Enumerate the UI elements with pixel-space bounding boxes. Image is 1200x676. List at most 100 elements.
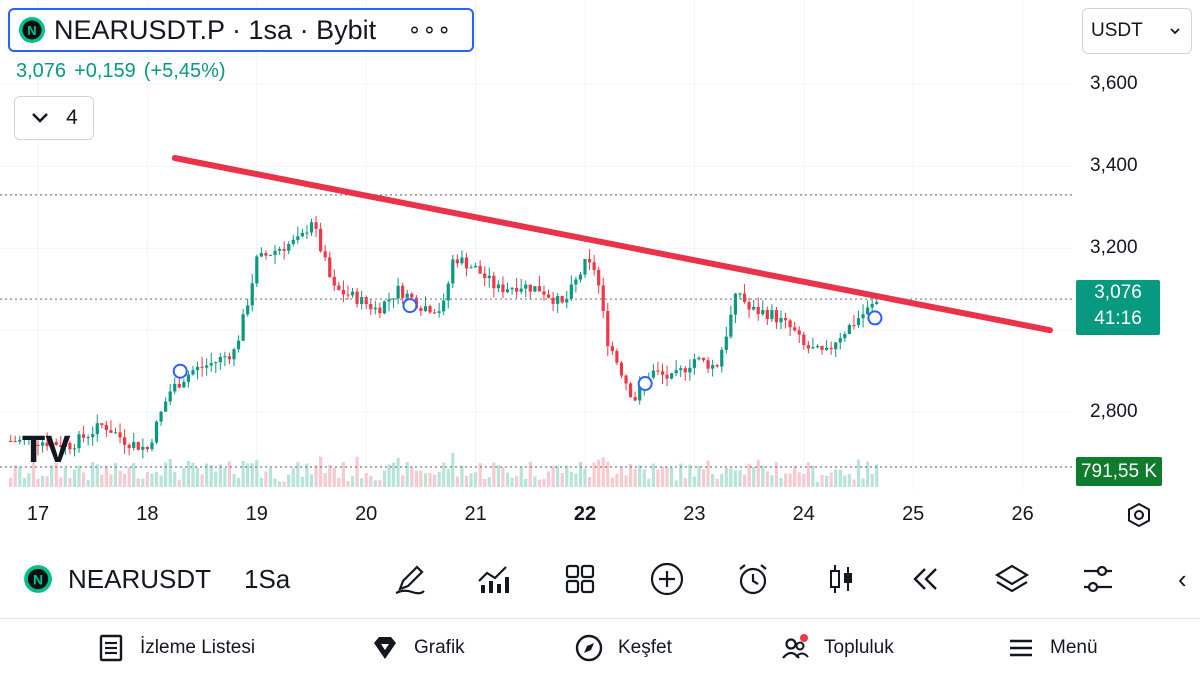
candle-body	[109, 430, 113, 433]
symbol-header[interactable]: N NEARUSDT.P · 1sa · Bybit ∘∘∘	[8, 8, 474, 52]
candle-body	[437, 311, 441, 313]
price-change: 3,076 +0,159 (+5,45%)	[16, 60, 226, 83]
nav-chart[interactable]: Grafik	[370, 619, 465, 676]
toolbar-symbol-logo[interactable]: N	[18, 552, 58, 606]
candle-body	[36, 444, 40, 446]
volume-bar	[656, 469, 660, 487]
event-marker[interactable]	[637, 376, 653, 391]
volume-bar	[866, 461, 870, 487]
candle-body	[50, 442, 54, 447]
chart-settings-button[interactable]	[1124, 500, 1154, 530]
candle-body	[141, 446, 145, 450]
toolbar-symbol-button[interactable]: NEARUSDT	[68, 563, 212, 594]
volume-bar	[36, 478, 40, 487]
event-marker[interactable]	[867, 310, 883, 326]
candle-body	[296, 236, 300, 240]
volume-bar	[802, 473, 806, 487]
indicators-collapse-button[interactable]: 4	[14, 96, 94, 140]
candle-body	[533, 286, 537, 292]
volume-bar	[200, 474, 204, 487]
volume-bar	[724, 467, 728, 487]
trend-line[interactable]	[171, 155, 1053, 334]
volume-bar	[300, 476, 304, 487]
date-tick: 25	[902, 503, 925, 525]
candle-body	[802, 334, 806, 346]
toolbar-back-button[interactable]: ‹	[1178, 563, 1187, 594]
candle-body	[95, 423, 99, 435]
candle-body	[419, 308, 423, 312]
indicators-button[interactable]	[468, 552, 518, 606]
candle-body	[519, 288, 523, 292]
volume-bar	[697, 465, 701, 487]
price-chart[interactable]: TV	[0, 0, 1200, 490]
volume-bar	[861, 478, 865, 487]
volume-bar	[63, 467, 67, 487]
candle-body	[104, 424, 108, 431]
toolbar-interval-button[interactable]: 1Sa	[244, 563, 291, 594]
volume-bar	[154, 471, 159, 487]
candle-body	[246, 305, 250, 315]
layouts-button[interactable]	[555, 552, 605, 606]
candle-body	[847, 324, 851, 334]
candle-body	[382, 301, 387, 314]
currency-select[interactable]: USDT	[1082, 8, 1192, 54]
event-marker[interactable]	[402, 298, 418, 314]
volume-bar	[45, 476, 49, 487]
volume-bar	[633, 469, 637, 487]
event-marker[interactable]	[172, 363, 188, 379]
candle-body	[410, 293, 414, 298]
candle-body	[783, 317, 788, 321]
change-value: +0,159	[74, 60, 136, 82]
layers-button[interactable]	[987, 552, 1037, 606]
volume-bar	[501, 467, 505, 487]
reference-lines	[0, 194, 1072, 468]
candle-body	[578, 274, 583, 280]
nav-explore[interactable]: Keşfet	[574, 619, 672, 676]
replay-button[interactable]	[900, 552, 950, 606]
nav-community-label: Topluluk	[824, 636, 894, 658]
volume-bar	[364, 473, 368, 487]
candle-body	[528, 284, 532, 292]
date-tick: 18	[136, 503, 159, 525]
drawing-tools-button[interactable]	[385, 552, 435, 606]
nav-community[interactable]: Topluluk	[780, 619, 894, 676]
volume-bar	[670, 467, 674, 487]
volume-bar	[478, 463, 482, 487]
volume-bar	[227, 461, 232, 487]
volume-bar	[505, 472, 510, 487]
candle-body	[811, 347, 815, 349]
candle-body	[314, 222, 318, 229]
chart-type-button[interactable]	[816, 552, 866, 606]
candle-body	[145, 446, 149, 450]
candle-body	[770, 310, 774, 319]
candle-body	[483, 273, 487, 279]
alerts-button[interactable]	[728, 552, 778, 606]
volume-bar	[779, 477, 783, 487]
volume-bar	[273, 478, 277, 487]
volume-bar	[742, 474, 747, 487]
volume-bar	[788, 473, 792, 487]
more-options-button[interactable]: ∘∘∘	[407, 17, 452, 42]
volume-bar	[419, 470, 423, 487]
candle-body	[870, 303, 874, 308]
price-tick: 3,600	[1090, 73, 1138, 95]
candle-body	[478, 265, 482, 274]
candle-body	[815, 345, 820, 348]
candlesticks	[9, 215, 879, 459]
candle-body	[856, 318, 861, 325]
candle-body	[551, 297, 555, 304]
candle-body	[205, 365, 209, 368]
nav-menu[interactable]: Menü	[1006, 619, 1098, 676]
volume-bar	[583, 468, 587, 487]
volume-bar	[31, 460, 36, 487]
nav-watchlist[interactable]: İzleme Listesi	[96, 619, 255, 676]
candle-body	[236, 340, 241, 350]
volume-bar	[674, 480, 678, 487]
candle-body	[460, 257, 464, 264]
volume-bar	[391, 462, 396, 487]
candle-body	[328, 257, 332, 277]
add-button[interactable]	[642, 552, 692, 606]
change-percent: (+5,45%)	[143, 60, 226, 82]
candle-body	[537, 286, 542, 292]
settings-sliders-button[interactable]	[1073, 552, 1123, 606]
